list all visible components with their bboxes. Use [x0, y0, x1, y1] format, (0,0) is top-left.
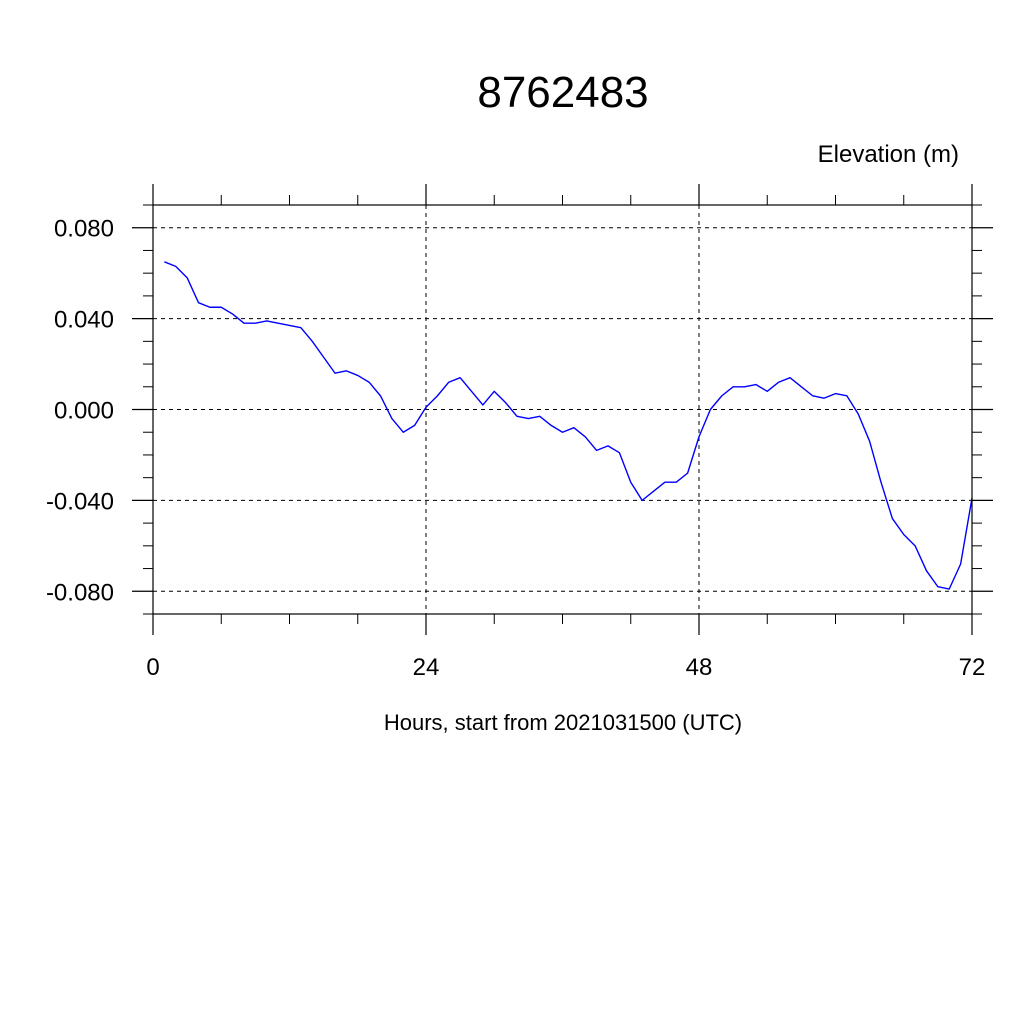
y-tick-label: 0.080 [54, 216, 114, 243]
plot-frame [152, 204, 973, 615]
series-line [164, 261, 973, 590]
major-ticks [132, 184, 993, 635]
plot-border [152, 204, 973, 615]
minor-ticks [143, 195, 982, 624]
tick-labels: 0 24 48 72 0.080 0.040 0.000 -0.040 -0.080 [46, 216, 985, 681]
series-layer [164, 261, 973, 590]
y-tick-label: -0.040 [46, 488, 114, 515]
x-tick-label: 72 [959, 654, 986, 681]
x-tick-label: 48 [686, 654, 713, 681]
y-tick-label: 0.040 [54, 307, 114, 334]
x-tick-label: 24 [413, 654, 440, 681]
x-axis-label: Hours, start from 2021031500 (UTC) [384, 710, 742, 735]
y-axis-label: Elevation (m) [818, 141, 959, 168]
grid-lines [153, 205, 972, 614]
x-tick-label: 0 [146, 654, 159, 681]
chart-title: 8762483 [477, 68, 648, 117]
y-tick-label: -0.080 [46, 579, 114, 606]
y-tick-label: 0.000 [54, 398, 114, 425]
